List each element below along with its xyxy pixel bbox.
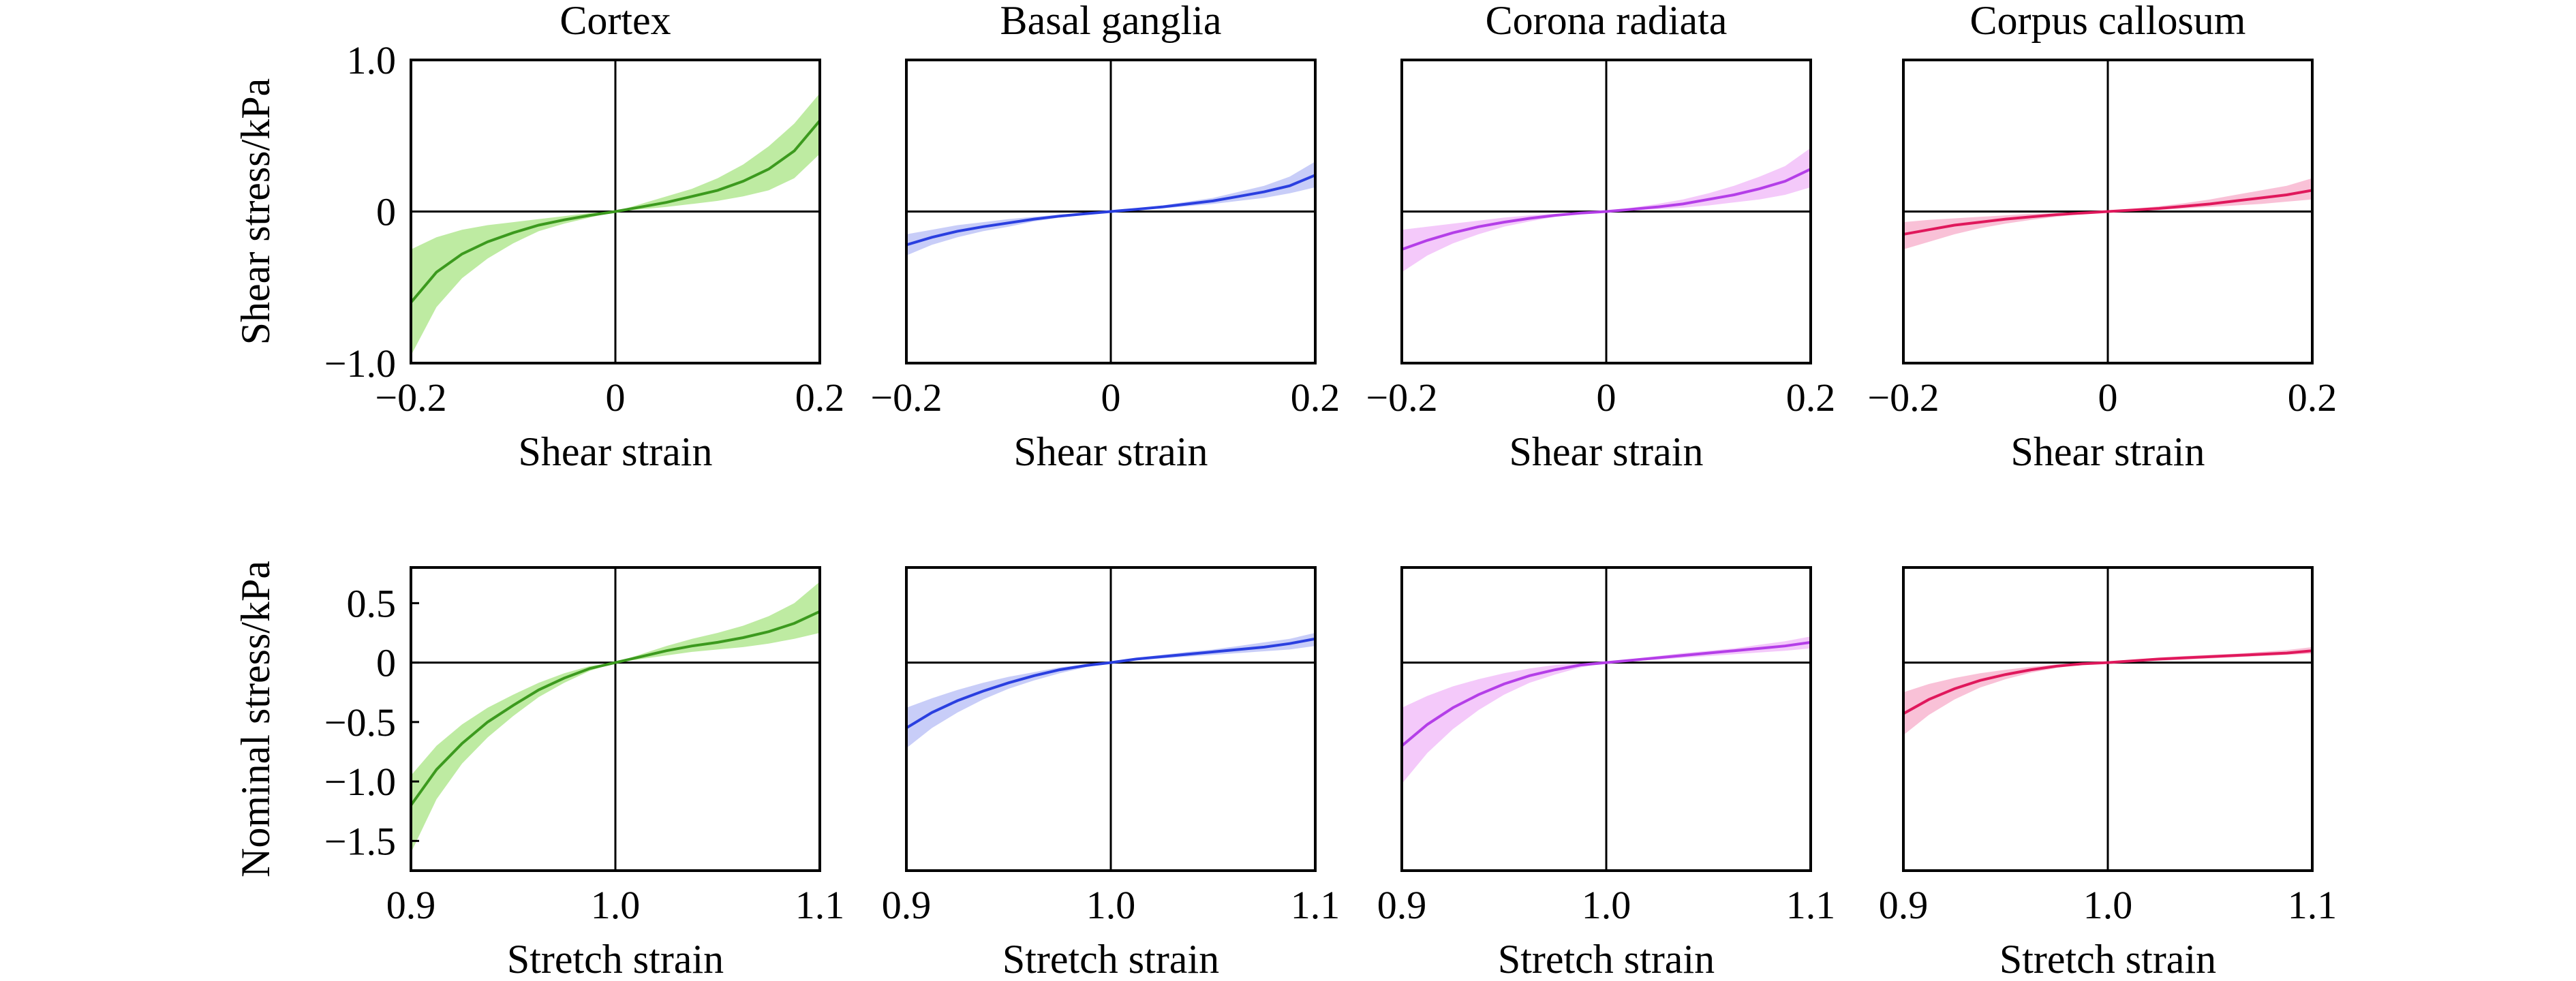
y-tick-label: −1.5: [324, 819, 396, 863]
panel-stretch-1: 0.9 1.0 1.1 Stretch strain: [882, 566, 1340, 981]
x-tick-label: 0: [1597, 375, 1616, 420]
x-tick-label: 0: [606, 375, 626, 420]
panel-shear-3: Corpus callosum −0.2 0 0.2 Shear strain: [1867, 0, 2337, 474]
x-axis-label: Shear strain: [519, 429, 713, 474]
x-tick-label: 1.1: [2288, 883, 2337, 927]
x-tick-label: 0.2: [795, 375, 845, 420]
x-axis-label: Shear strain: [1014, 429, 1208, 474]
x-tick-label: 0.9: [882, 883, 932, 927]
y-axis-label: Shear stress/kPa: [233, 78, 278, 345]
y-tick-label: −0.5: [324, 700, 396, 745]
panel-stretch-2: 0.9 1.0 1.1 Stretch strain: [1377, 566, 1836, 981]
y-tick-label: 0: [376, 190, 396, 234]
confidence-band: [411, 581, 820, 853]
y-tick-label: −1.0: [324, 760, 396, 804]
x-axis-label: Stretch strain: [1498, 937, 1715, 981]
mean-line: [1903, 189, 2312, 236]
x-axis-label: Stretch strain: [1002, 937, 1219, 981]
panel-shear-2: Corona radiata −0.2 0 0.2 Shear strain: [1366, 0, 1835, 474]
x-tick-label: 1.0: [2083, 883, 2133, 927]
panel-shear-1: Basal ganglia −0.2 0 0.2 Shear strain: [870, 0, 1340, 474]
panel-title: Corona radiata: [1486, 0, 1728, 43]
y-tick-label: 1.0: [347, 38, 397, 82]
mean-line: [411, 119, 820, 304]
x-axis-label: Shear strain: [1509, 429, 1704, 474]
x-tick-label: 0: [1101, 375, 1121, 420]
x-tick-label: 0.2: [2288, 375, 2337, 420]
x-tick-label: 0: [2098, 375, 2118, 420]
panel-stretch-0: 0.9 1.0 1.1 0.5 0 −0.5 −1.0 −1.5 Stretch strain N…: [233, 561, 844, 981]
x-tick-label: −0.2: [375, 375, 446, 420]
x-tick-label: 0.9: [1377, 883, 1427, 927]
panel-title: Corpus callosum: [1970, 0, 2246, 43]
x-tick-label: 1.1: [1291, 883, 1340, 927]
mean-line: [411, 610, 820, 807]
x-tick-label: −0.2: [870, 375, 942, 420]
x-axis-label: Shear strain: [2011, 429, 2205, 474]
mean-line: [1903, 649, 2312, 715]
y-tick-label: −1.0: [324, 341, 396, 386]
x-tick-label: −0.2: [1366, 375, 1437, 420]
confidence-band: [1402, 636, 1811, 784]
y-axis-label: Nominal stress/kPa: [233, 561, 278, 877]
mean-line: [906, 174, 1315, 247]
y-tick-label: 0: [376, 641, 396, 685]
x-tick-label: 1.0: [1086, 883, 1136, 927]
panel-title: Basal ganglia: [1000, 0, 1222, 43]
x-tick-label: 0.9: [1879, 883, 1929, 927]
mean-line: [1402, 168, 1811, 251]
x-tick-label: 0.2: [1786, 375, 1836, 420]
panel-stretch-3: 0.9 1.0 1.1 Stretch strain: [1879, 566, 2337, 981]
x-axis-label: Stretch strain: [1999, 937, 2216, 981]
x-tick-label: 0.2: [1291, 375, 1340, 420]
x-axis-label: Stretch strain: [507, 937, 724, 981]
x-tick-label: 0.9: [386, 883, 436, 927]
x-tick-label: 1.0: [1582, 883, 1631, 927]
mean-line: [906, 637, 1315, 730]
x-tick-label: −0.2: [1867, 375, 1939, 420]
y-tick-label: 0.5: [347, 581, 397, 625]
x-tick-label: 1.1: [1786, 883, 1836, 927]
panel-shear-0: Cortex −0.2 0 0.2 −1.0 0 1.0 Shear strain Shear …: [233, 0, 844, 474]
mean-line: [1402, 640, 1811, 747]
x-tick-label: 1.1: [795, 883, 845, 927]
x-tick-label: 1.0: [591, 883, 641, 927]
panel-title: Cortex: [559, 0, 671, 43]
